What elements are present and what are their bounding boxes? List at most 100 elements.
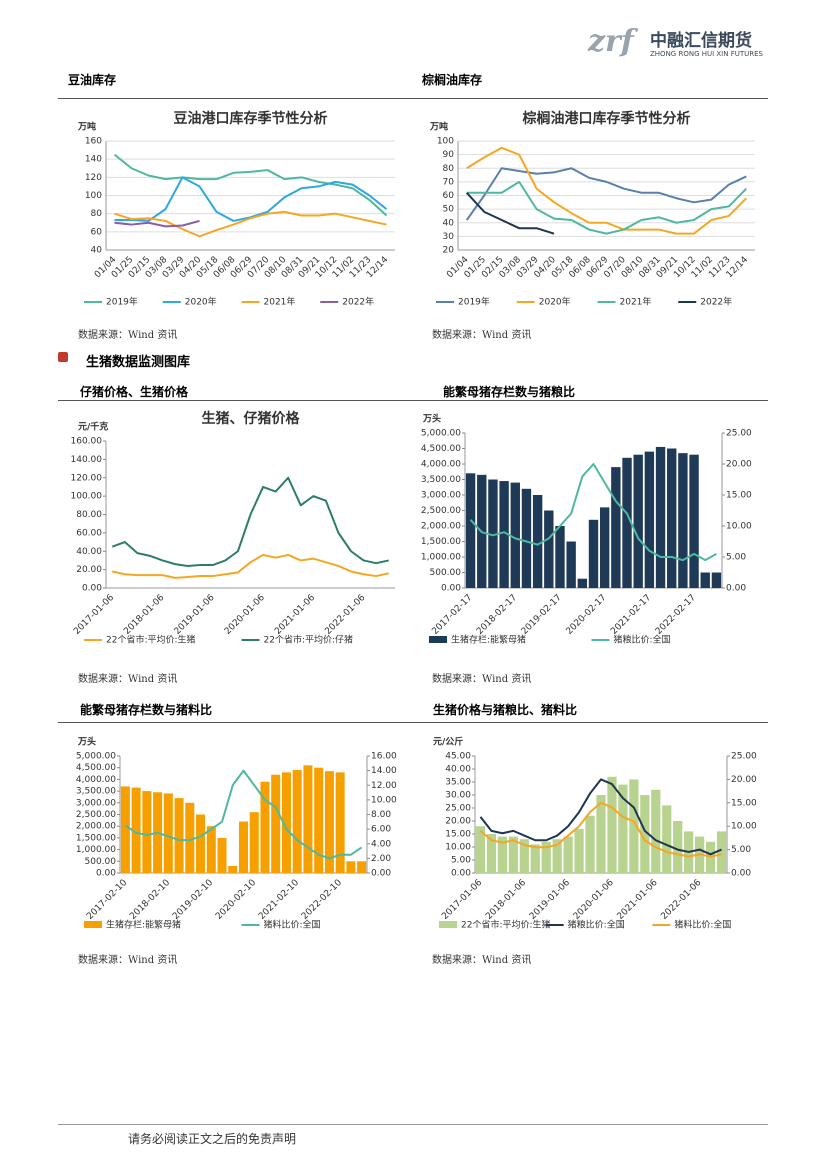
y-tick-label: 120.00	[71, 473, 103, 483]
panel-title: 能繁母猪存栏数与猪料比	[80, 703, 213, 717]
bar	[314, 767, 324, 873]
bar	[667, 448, 677, 588]
bar	[249, 812, 259, 873]
bar	[555, 526, 565, 588]
y2-tick-label: 2.00	[371, 854, 391, 864]
y2-tick-label: 10.00	[371, 795, 397, 805]
y2-tick-label: 5.00	[731, 845, 751, 855]
x-tick-label: 2020-01-06	[223, 593, 267, 637]
bar	[622, 457, 632, 588]
bar	[519, 839, 529, 873]
source: 数据来源：Wind 资讯	[78, 674, 178, 685]
x-tick-label: 2020-01-06	[572, 878, 616, 922]
bar	[607, 776, 617, 873]
logo-cn: 中融汇信期货	[650, 31, 752, 51]
line	[466, 146, 747, 235]
y-tick-label: 50	[443, 205, 455, 215]
bar	[196, 814, 206, 873]
x-tick-label: 2017-02-17	[430, 593, 474, 637]
y-tick-label: 60	[91, 227, 103, 237]
y-tick-label: 30	[443, 232, 455, 242]
legend-label: 生猪存栏:能繁母猪	[451, 634, 526, 646]
chart-title: 豆油港口库存季节性分析	[174, 110, 328, 127]
bar	[142, 791, 152, 873]
bar	[544, 510, 554, 588]
bar	[475, 826, 486, 873]
y-tick-label: 140	[85, 155, 102, 165]
line	[112, 553, 389, 579]
panel-title: 仔猪价格、生猪价格	[80, 385, 189, 399]
y-tick-label: 3,500.00	[76, 787, 116, 797]
panel-title: 能繁母猪存栏数与猪粮比	[443, 385, 576, 399]
bar	[185, 802, 195, 873]
y2-tick-label: 16.00	[371, 752, 397, 762]
x-tick-label: 2022-01-06	[323, 593, 367, 637]
chart: 万头 0.00 500.00 1,000.00 1,500.002,000.00 2,50…	[76, 736, 397, 931]
x-tick-label: 2020-02-10	[214, 878, 258, 922]
y2-tick-label: 20.00	[726, 460, 752, 470]
y-tick-label: 0.00	[451, 869, 471, 879]
bar	[596, 795, 606, 873]
y-tick-label: 2,000.00	[421, 522, 461, 532]
y-tick-label: 3,000.00	[421, 491, 461, 501]
y-tick-label: 4,000.00	[76, 775, 116, 785]
panel-title: 生猪价格与猪粮比、猪料比	[433, 703, 578, 717]
bar	[324, 771, 334, 873]
legend-label: 2021年	[264, 296, 296, 308]
bar	[521, 488, 532, 588]
line	[114, 176, 388, 222]
bar	[711, 572, 722, 588]
y2-tick-label: 25.00	[731, 752, 757, 762]
bar	[678, 453, 688, 588]
x-tick-label: 2019-02-10	[171, 878, 215, 922]
y-tick-label: 160	[85, 137, 102, 147]
y-tick-label: 0.00	[96, 869, 116, 879]
y-tick-label: 80.00	[76, 510, 102, 520]
y-tick-label: 20.00	[445, 817, 471, 827]
y-tick-label: 4,000.00	[421, 460, 461, 470]
y-tick-label: 45.00	[445, 752, 471, 762]
bar	[335, 772, 345, 873]
bar	[689, 454, 699, 588]
line	[114, 210, 387, 238]
y-tick-label: 60.00	[76, 528, 102, 538]
y2-tick-label: 5.00	[726, 553, 746, 563]
bar	[700, 572, 710, 588]
source: 数据来源：Wind 资讯	[432, 330, 532, 341]
y-tick-label: 1,000.00	[421, 553, 461, 563]
x-tick-label: 2022-02-17	[654, 593, 698, 637]
y-axis-label: 万头	[422, 413, 441, 425]
y-tick-label: 40.00	[445, 765, 471, 775]
y-tick-label: 70	[443, 177, 455, 187]
y-tick-label: 20.00	[76, 565, 102, 575]
line	[469, 463, 717, 562]
bar	[281, 772, 291, 873]
y2-tick-label: 15.00	[731, 798, 757, 808]
y-tick-label: 2,000.00	[76, 822, 116, 832]
x-tick-label: 2021-02-17	[609, 593, 653, 637]
y-tick-label: 5,000.00	[76, 752, 116, 762]
y-axis-label: 元/千克	[78, 421, 108, 433]
bar	[303, 765, 313, 873]
bar	[577, 578, 588, 588]
rule	[58, 1124, 768, 1125]
x-tick-label: 2018-01-06	[122, 593, 166, 637]
y2-tick-label: 0.00	[371, 869, 391, 879]
section-icon	[58, 352, 68, 362]
y-tick-label: 40	[443, 218, 455, 228]
legend-label: 2021年	[620, 296, 652, 308]
bar	[206, 826, 216, 873]
y-tick-label: 1,500.00	[421, 537, 461, 547]
y2-tick-label: 25.00	[726, 429, 752, 439]
line	[111, 476, 389, 567]
y-tick-label: 3,500.00	[421, 475, 461, 485]
footer: 请务必阅读正文之后的免责声明	[128, 1132, 297, 1146]
rule	[58, 98, 768, 99]
bar	[633, 454, 643, 588]
chart-title: 棕榈油港口库存季节性分析	[522, 110, 691, 127]
y-tick-label: 40	[91, 246, 103, 256]
y2-tick-label: 12.00	[371, 781, 397, 791]
y-tick-label: 100.00	[71, 492, 103, 502]
bar	[292, 770, 302, 873]
